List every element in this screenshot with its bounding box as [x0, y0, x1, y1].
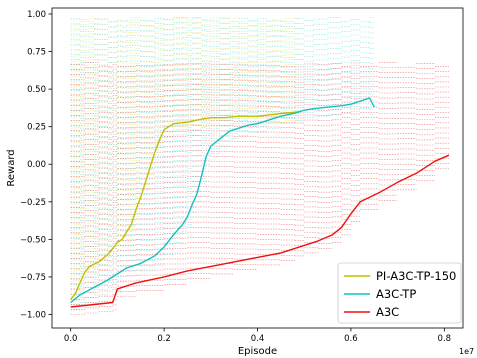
x-tick-label: 0.4: [251, 334, 265, 344]
x-tick-label: 0.8: [438, 334, 452, 344]
legend-entry: PI-A3C-TP-150: [376, 269, 456, 283]
legend: PI-A3C-TP-150 A3C-TP A3C: [337, 262, 462, 324]
y-tick-label: −0.25: [20, 198, 46, 208]
series-lines: [70, 97, 450, 308]
x-axis-offset-label: 1e7: [459, 347, 474, 356]
legend-entry: A3C-TP: [376, 287, 416, 301]
x-tick-label: 0.0: [64, 334, 78, 344]
series-line-2: [70, 154, 450, 308]
variance-bands: [70, 16, 449, 315]
y-tick-label: 0.75: [27, 48, 46, 58]
band-1: [70, 16, 375, 311]
y-tick-label: 0.50: [27, 85, 46, 95]
y-tick-label: 1.00: [27, 10, 46, 20]
series-line-1: [70, 97, 375, 304]
y-tick-label: −0.50: [20, 235, 46, 245]
y-axis-label: Reward: [6, 149, 17, 186]
legend-entry: A3C: [376, 305, 399, 319]
y-tick-label: −0.75: [20, 273, 46, 283]
legend-box: [337, 262, 462, 324]
y-tick-label: 0.25: [27, 123, 46, 133]
band-2: [70, 62, 449, 315]
y-axis-ticks: −1.00 −0.75 −0.50 −0.25 0.00 0.25 0.50 0.75 1.00: [20, 10, 52, 320]
x-tick-label: 0.6: [344, 334, 358, 344]
y-tick-label: −1.00: [20, 310, 46, 320]
y-tick-label: 0.00: [27, 160, 46, 170]
x-tick-label: 0.2: [157, 334, 171, 344]
x-axis-ticks: 0.0 0.2 0.4 0.6 0.8: [64, 328, 451, 344]
series-line-0: [70, 111, 300, 300]
x-axis-label: Episode: [238, 346, 277, 357]
